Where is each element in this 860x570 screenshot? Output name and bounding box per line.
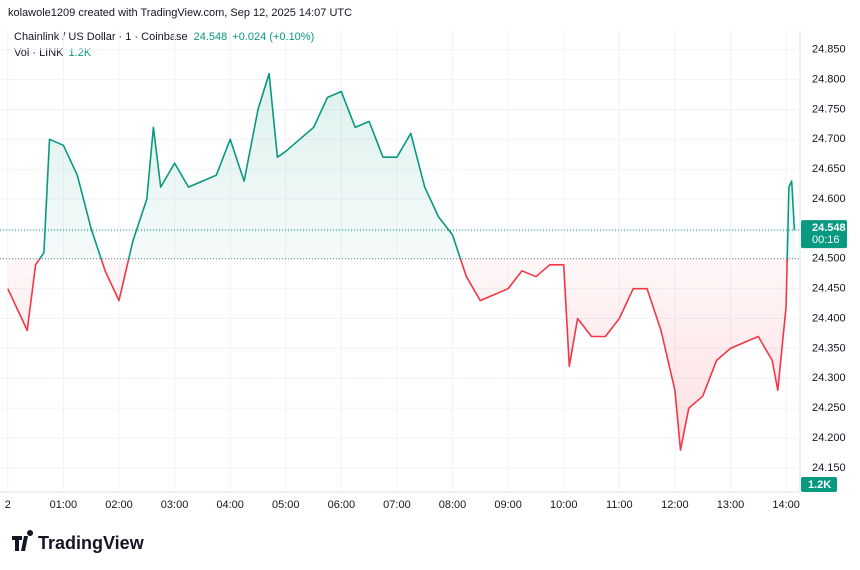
price-tag xyxy=(801,220,847,249)
y-tick-label: 24.350 xyxy=(812,342,846,354)
volume-tag-label: 1.2K xyxy=(808,479,831,491)
change: +0.024 (+0.10%) xyxy=(232,31,314,43)
x-tick-label: 11:00 xyxy=(606,499,633,511)
x-tick-label: 09:00 xyxy=(494,499,522,511)
y-tick-label: 24.650 xyxy=(812,163,846,175)
y-tick-label: 24.400 xyxy=(812,312,846,324)
y-tick-label: 24.800 xyxy=(812,73,846,85)
y-tick-label: 24.200 xyxy=(812,432,846,444)
x-tick-label: 14:00 xyxy=(772,499,800,511)
price-tag-label: 24.548 xyxy=(812,222,846,234)
y-tick-label: 24.300 xyxy=(812,372,846,384)
y-tick-label: 24.250 xyxy=(812,402,846,414)
y-tick-label: 24.450 xyxy=(812,283,846,295)
symbol-line: Chainlink / US Dollar · 1 · Coinbase 24.5… xyxy=(14,31,314,43)
y-tick-label: 24.750 xyxy=(812,103,846,115)
x-tick-label: 07:00 xyxy=(383,499,411,511)
y-tick-label: 24.600 xyxy=(812,193,846,205)
x-tick-label: 12:00 xyxy=(661,499,689,511)
x-tick-label: 03:00 xyxy=(161,499,189,511)
symbol: Chainlink / US Dollar · 1 · Coinbase xyxy=(14,31,188,43)
y-tick-label: 24.150 xyxy=(812,462,846,474)
x-tick-label: 13:00 xyxy=(717,499,745,511)
price-line xyxy=(7,72,796,451)
price: 24.548 xyxy=(194,31,228,43)
credit: kolawole1209 created with TradingView.co… xyxy=(8,7,352,19)
logo-icon xyxy=(12,530,34,551)
x-tick-label: 01:00 xyxy=(50,499,78,511)
y-tick-label: 24.500 xyxy=(812,253,846,265)
x-tick-label: 04:00 xyxy=(216,499,244,511)
x-tick-label: 2 xyxy=(5,499,11,511)
x-tick-label: 05:00 xyxy=(272,499,300,511)
x-tick-label: 06:00 xyxy=(328,499,356,511)
volume-label: Vol · LINK xyxy=(14,47,64,59)
y-tick-label: 24.850 xyxy=(812,44,846,56)
area xyxy=(7,73,795,450)
logo-text: TradingView xyxy=(38,533,145,553)
volume-tag xyxy=(801,477,837,492)
volume: 1.2K xyxy=(69,47,92,59)
x-tick-label: 10:00 xyxy=(550,499,578,511)
y-tick-label: 24.700 xyxy=(812,133,846,145)
logo: TradingView xyxy=(12,530,145,553)
volume-line: Vol · LINK 1.2K xyxy=(14,47,92,59)
countdown: 00:16 xyxy=(812,234,840,246)
x-tick-label: 08:00 xyxy=(439,499,467,511)
x-tick-label: 02:00 xyxy=(105,499,133,511)
